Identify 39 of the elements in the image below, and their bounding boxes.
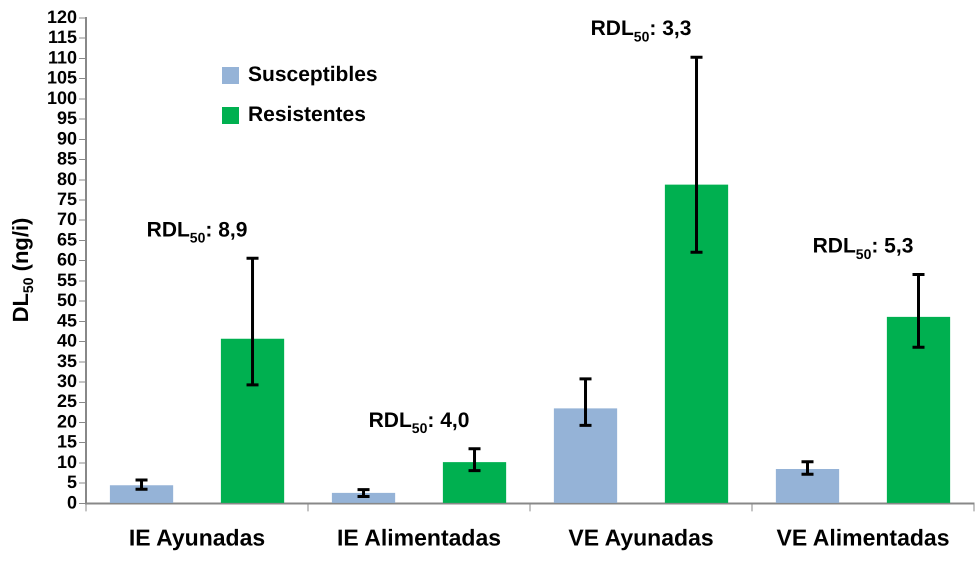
y-tick-label: 25: [57, 391, 78, 412]
bar: [776, 469, 840, 503]
y-tick-label: 80: [57, 168, 78, 189]
y-tick-label: 50: [57, 290, 78, 310]
y-tick-label: 10: [57, 452, 78, 472]
x-tick-label: VE Alimentadas: [776, 524, 950, 551]
bar: [220, 338, 284, 503]
y-tick-label: 110: [48, 47, 78, 68]
legend-label: Resistentes: [248, 103, 366, 127]
y-tick-label: 95: [57, 108, 78, 128]
y-tick-label: 120: [46, 6, 78, 27]
legend-label: Susceptibles: [248, 63, 378, 87]
y-tick-label: 70: [57, 209, 78, 230]
x-tick-label: IE Ayunadas: [128, 524, 266, 551]
y-tick-label: 0: [67, 492, 78, 512]
x-tick-label: IE Alimentadas: [336, 524, 502, 551]
y-tick-label: 35: [57, 350, 78, 371]
y-tick-label: 40: [57, 330, 78, 351]
y-tick-label: 30: [57, 371, 78, 392]
y-tick-label: 100: [46, 88, 78, 108]
bar: [442, 462, 506, 503]
bar: [110, 485, 174, 503]
y-tick-label: 15: [57, 432, 78, 452]
y-tick-label: 85: [57, 148, 78, 169]
y-tick-label: 45: [57, 310, 78, 330]
y-tick-label: 105: [46, 68, 78, 88]
bar: [554, 408, 618, 503]
bar: [664, 184, 728, 503]
y-tick-label: 115: [48, 27, 78, 48]
y-tick-label: 20: [57, 411, 78, 432]
y-tick-label: 5: [67, 472, 78, 492]
y-tick-label: 55: [57, 270, 78, 290]
x-tick-label: VE Ayunadas: [568, 524, 714, 551]
y-tick-label: 75: [57, 188, 78, 209]
y-tick-label: 60: [57, 250, 78, 270]
bar: [886, 316, 950, 503]
bar: [332, 492, 396, 503]
y-tick-label: 65: [57, 229, 78, 250]
y-tick-label: 90: [57, 128, 78, 148]
